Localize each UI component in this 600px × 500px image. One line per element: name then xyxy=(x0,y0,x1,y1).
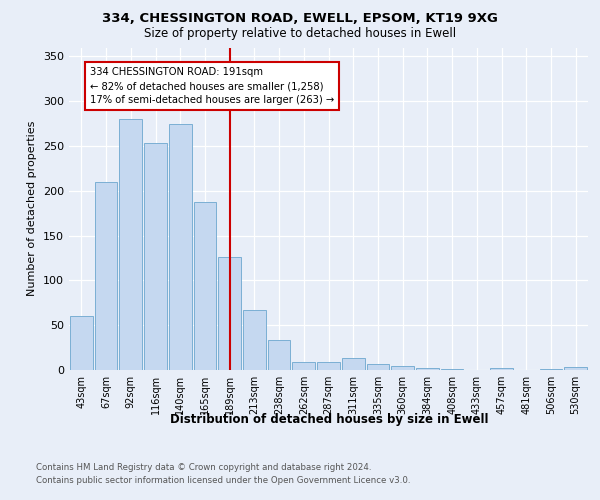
Bar xyxy=(268,340,290,370)
Bar xyxy=(391,366,414,370)
Text: 334, CHESSINGTON ROAD, EWELL, EPSOM, KT19 9XG: 334, CHESSINGTON ROAD, EWELL, EPSOM, KT1… xyxy=(102,12,498,26)
Bar xyxy=(367,364,389,370)
Bar xyxy=(342,358,365,370)
Bar xyxy=(441,369,463,370)
Bar xyxy=(317,362,340,370)
Text: Contains HM Land Registry data © Crown copyright and database right 2024.: Contains HM Land Registry data © Crown c… xyxy=(36,462,371,471)
Bar xyxy=(539,369,562,370)
Bar xyxy=(218,257,241,370)
Text: Contains public sector information licensed under the Open Government Licence v3: Contains public sector information licen… xyxy=(36,476,410,485)
Text: Distribution of detached houses by size in Ewell: Distribution of detached houses by size … xyxy=(170,412,488,426)
Text: 334 CHESSINGTON ROAD: 191sqm
← 82% of detached houses are smaller (1,258)
17% of: 334 CHESSINGTON ROAD: 191sqm ← 82% of de… xyxy=(90,67,334,105)
Bar xyxy=(119,119,142,370)
Bar xyxy=(95,182,118,370)
Bar xyxy=(169,124,191,370)
Bar xyxy=(243,310,266,370)
Text: Size of property relative to detached houses in Ewell: Size of property relative to detached ho… xyxy=(144,28,456,40)
Y-axis label: Number of detached properties: Number of detached properties xyxy=(28,121,37,296)
Bar xyxy=(194,202,216,370)
Bar xyxy=(292,362,315,370)
Bar xyxy=(564,368,587,370)
Bar xyxy=(416,368,439,370)
Bar xyxy=(490,368,513,370)
Bar xyxy=(144,144,167,370)
Bar xyxy=(70,316,93,370)
